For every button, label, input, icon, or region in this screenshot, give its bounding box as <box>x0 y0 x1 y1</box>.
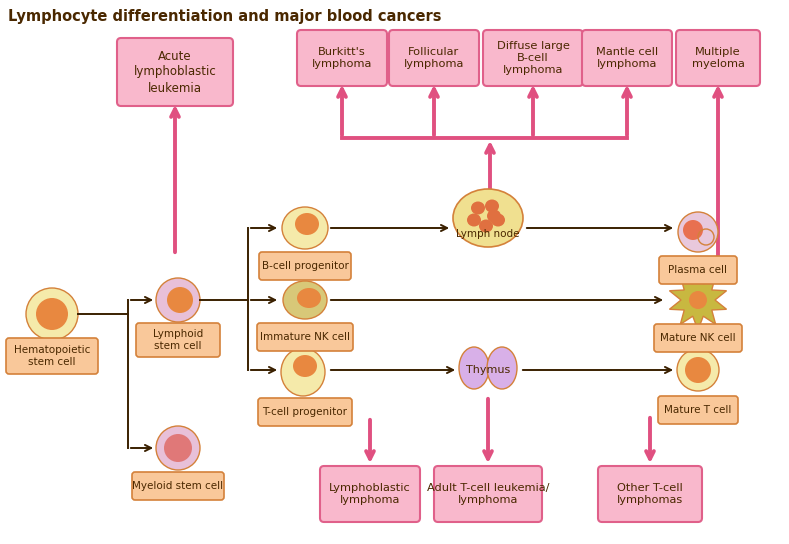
Text: Lymph node: Lymph node <box>456 229 520 239</box>
Text: B-cell progenitor: B-cell progenitor <box>262 261 349 271</box>
Text: Burkitt's
lymphoma: Burkitt's lymphoma <box>312 47 372 69</box>
FancyBboxPatch shape <box>136 323 220 357</box>
FancyBboxPatch shape <box>434 466 542 522</box>
Ellipse shape <box>156 426 200 470</box>
FancyBboxPatch shape <box>258 398 352 426</box>
Text: Adult T-cell leukemia/
lymphoma: Adult T-cell leukemia/ lymphoma <box>427 483 549 505</box>
Ellipse shape <box>281 348 325 396</box>
FancyBboxPatch shape <box>676 30 760 86</box>
Text: Thymus: Thymus <box>466 365 510 375</box>
Ellipse shape <box>683 220 703 240</box>
Text: Lymphoblastic
lymphoma: Lymphoblastic lymphoma <box>329 483 411 505</box>
Text: Follicular
lymphoma: Follicular lymphoma <box>404 47 464 69</box>
FancyBboxPatch shape <box>658 396 738 424</box>
FancyBboxPatch shape <box>659 256 737 284</box>
Ellipse shape <box>485 200 499 213</box>
FancyBboxPatch shape <box>582 30 672 86</box>
Text: Mantle cell
lymphoma: Mantle cell lymphoma <box>596 47 658 69</box>
Ellipse shape <box>677 349 719 391</box>
Text: Hematopoietic
stem cell: Hematopoietic stem cell <box>14 345 90 367</box>
Text: Myeloid stem cell: Myeloid stem cell <box>133 481 223 491</box>
FancyBboxPatch shape <box>654 324 742 352</box>
FancyBboxPatch shape <box>598 466 702 522</box>
FancyBboxPatch shape <box>297 30 387 86</box>
Ellipse shape <box>297 288 321 308</box>
FancyBboxPatch shape <box>483 30 583 86</box>
Ellipse shape <box>487 347 517 389</box>
Ellipse shape <box>491 213 505 226</box>
Ellipse shape <box>164 434 192 462</box>
Polygon shape <box>670 270 727 330</box>
FancyBboxPatch shape <box>259 252 351 280</box>
Ellipse shape <box>471 201 485 214</box>
FancyBboxPatch shape <box>117 38 233 106</box>
FancyBboxPatch shape <box>389 30 479 86</box>
Ellipse shape <box>293 355 317 377</box>
Ellipse shape <box>459 347 489 389</box>
Ellipse shape <box>283 281 327 319</box>
Ellipse shape <box>167 287 193 313</box>
Ellipse shape <box>36 298 68 330</box>
Text: Diffuse large
B-cell
lymphoma: Diffuse large B-cell lymphoma <box>496 41 570 76</box>
Ellipse shape <box>689 291 707 309</box>
Ellipse shape <box>685 357 711 383</box>
Ellipse shape <box>487 209 501 222</box>
FancyBboxPatch shape <box>257 323 353 351</box>
FancyBboxPatch shape <box>320 466 420 522</box>
FancyBboxPatch shape <box>132 472 224 500</box>
Text: Lymphoid
stem cell: Lymphoid stem cell <box>153 329 203 351</box>
Text: Acute
lymphoblastic
leukemia: Acute lymphoblastic leukemia <box>133 50 216 95</box>
Text: T-cell progenitor: T-cell progenitor <box>263 407 347 417</box>
Ellipse shape <box>467 213 481 226</box>
Ellipse shape <box>295 213 319 235</box>
Ellipse shape <box>156 278 200 322</box>
Ellipse shape <box>26 288 78 340</box>
Text: Mature NK cell: Mature NK cell <box>660 333 736 343</box>
Text: Multiple
myeloma: Multiple myeloma <box>692 47 745 69</box>
Text: Lymphocyte differentiation and major blood cancers: Lymphocyte differentiation and major blo… <box>8 9 442 23</box>
Text: Plasma cell: Plasma cell <box>668 265 727 275</box>
Ellipse shape <box>678 212 718 252</box>
Ellipse shape <box>453 189 523 247</box>
Ellipse shape <box>479 219 493 232</box>
FancyBboxPatch shape <box>6 338 98 374</box>
Text: Other T-cell
lymphomas: Other T-cell lymphomas <box>617 483 683 505</box>
Text: Immature NK cell: Immature NK cell <box>260 332 350 342</box>
Text: Mature T cell: Mature T cell <box>664 405 731 415</box>
Ellipse shape <box>282 207 328 249</box>
